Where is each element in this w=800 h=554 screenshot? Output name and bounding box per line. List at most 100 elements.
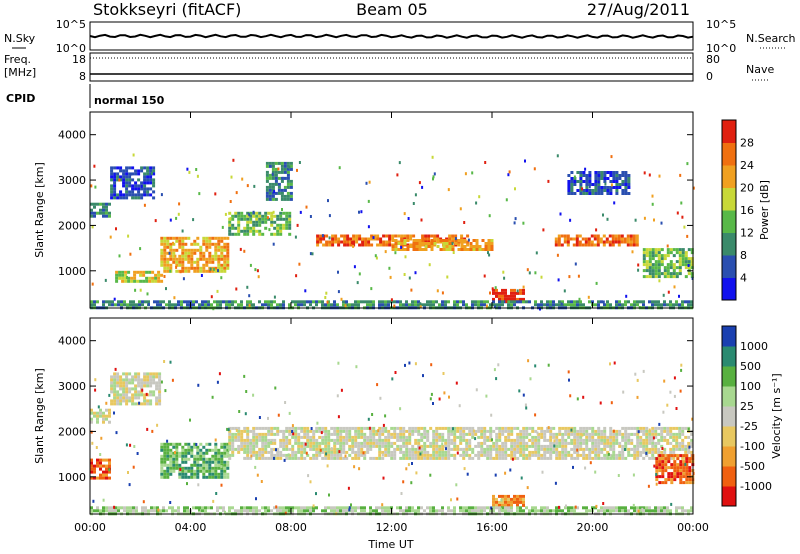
heatmap-cell [645,426,649,430]
heatmap-cell [516,426,520,430]
heatmap-cell [466,472,469,476]
heatmap-cell [570,186,574,189]
heatmap-cell [475,388,478,392]
colorbar-tick-label: 500 [740,360,761,373]
heatmap-cell [510,291,513,295]
colorbar-tick-label: 12 [740,227,754,240]
heatmap-cell [679,469,683,473]
heatmap-cell [207,506,210,510]
heatmap-cell [190,251,194,255]
heatmap-cell [196,448,200,452]
heatmap-cell [169,269,172,273]
heatmap-cell [246,229,250,233]
heatmap-cell [445,248,449,251]
heatmap-cell [399,432,403,436]
heatmap-cell [146,169,150,173]
heatmap-cell [516,297,519,301]
heatmap-cell [163,251,167,255]
heatmap-cell [134,384,138,388]
heatmap-cell [546,429,550,433]
heatmap-cell [576,303,579,307]
heatmap-cell [618,444,622,448]
heatmap-cell [220,263,224,267]
heatmap-cell [645,451,648,455]
heatmap-cell [514,187,516,191]
heatmap-cell [420,435,424,439]
heatmap-cell [95,446,98,449]
heatmap-cell [158,387,162,391]
heatmap-cell [351,303,354,307]
heatmap-cell [125,175,129,179]
heatmap-cell [585,183,589,186]
heatmap-cell [516,300,519,304]
heatmap-cell [609,506,612,510]
colorbar-tick-label: -500 [740,460,765,473]
heatmap-cell [681,506,684,510]
heatmap-cell [294,432,298,436]
heatmap-cell [131,190,135,194]
heatmap-cell [300,456,304,460]
heatmap-cell [645,506,648,510]
heatmap-cell [444,426,448,430]
heatmap-cell [276,229,280,233]
heatmap-cell [175,236,179,240]
heatmap-cell [588,171,592,174]
heatmap-cell [366,447,370,451]
heatmap-cell [603,303,606,307]
colorbar-swatch [722,326,736,347]
heatmap-cell [187,469,191,473]
heatmap-cell [513,456,517,460]
heatmap-cell [143,402,147,406]
heatmap-cell [288,506,291,510]
heatmap-cell [312,447,316,451]
heatmap-cell [113,399,117,403]
heatmap-cell [396,173,399,177]
heatmap-cell [105,414,108,418]
heatmap-cell [240,214,244,218]
heatmap-cell [151,279,155,283]
heatmap-cell [360,426,364,430]
heatmap-cell [412,239,416,242]
heatmap-cell [396,444,400,448]
heatmap-cell [399,435,403,439]
heatmap-cell [217,248,221,252]
heatmap-cell [626,240,630,244]
heatmap-cell [228,429,232,433]
heatmap-cell [387,453,391,457]
heatmap-cell [326,300,329,304]
heatmap-cell [675,260,679,264]
heatmap-cell [655,469,659,473]
heatmap-cell [375,506,378,510]
heatmap-cell [357,432,361,436]
heatmap-cell [105,205,108,209]
heatmap-cell [261,453,265,457]
heatmap-cell [300,441,304,445]
heatmap-cell [620,237,624,241]
colorbar-frame [721,119,737,301]
heatmap-cell [240,303,243,307]
heatmap-cell [577,274,580,278]
heatmap-cell [237,432,241,436]
heatmap-cell [573,435,577,439]
heatmap-cell [564,447,568,451]
heatmap-cell [155,399,159,403]
heatmap-cell [124,276,128,280]
heatmap-cell [400,234,404,238]
heatmap-cell [255,211,259,215]
heatmap-cell [507,435,511,439]
heatmap-cell [633,506,636,510]
heatmap-cell [522,429,526,433]
heatmap-cell [492,494,495,498]
heatmap-cell [92,499,95,503]
heatmap-cell [573,456,577,460]
heatmap-cell [172,457,176,461]
heatmap-cell [685,454,689,458]
heatmap-cell [134,375,138,379]
heatmap-cell [602,243,606,247]
heatmap-cell [129,303,132,307]
heatmap-cell [558,426,562,430]
heatmap-cell [135,509,138,513]
heatmap-cell [265,161,269,165]
heatmap-cell [327,303,330,307]
heatmap-cell [160,236,164,240]
